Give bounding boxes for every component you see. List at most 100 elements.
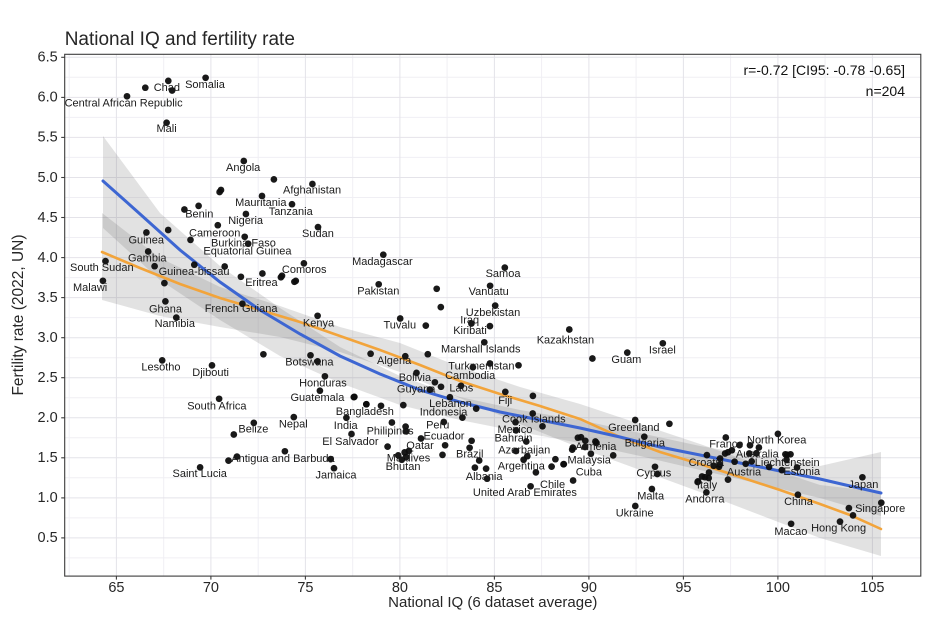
svg-text:Qatar: Qatar [406, 440, 434, 452]
svg-text:Fertility rate (2022, UN): Fertility rate (2022, UN) [10, 234, 27, 395]
svg-text:Australia: Australia [736, 448, 780, 460]
svg-text:1.5: 1.5 [38, 450, 58, 466]
svg-text:Bangladesh: Bangladesh [336, 406, 394, 418]
svg-text:Guinea-bissau: Guinea-bissau [159, 266, 230, 278]
svg-text:Ecuador: Ecuador [424, 431, 465, 443]
svg-text:Mauritania: Mauritania [235, 197, 287, 209]
svg-text:Burkina Faso: Burkina Faso [211, 237, 276, 249]
svg-text:Pakistan: Pakistan [357, 286, 399, 298]
svg-text:Namibia: Namibia [155, 318, 196, 330]
svg-text:Peru: Peru [426, 420, 449, 432]
svg-text:Eritrea: Eritrea [245, 277, 278, 289]
svg-text:United Arab Emirates: United Arab Emirates [473, 487, 577, 499]
svg-text:Italy: Italy [697, 480, 718, 492]
svg-text:Ghana: Ghana [149, 304, 183, 316]
svg-text:Japan: Japan [848, 479, 878, 491]
svg-text:Cambodia: Cambodia [445, 370, 496, 382]
svg-text:Azerbaijan: Azerbaijan [498, 444, 550, 456]
svg-text:Algeria: Algeria [377, 355, 412, 367]
svg-text:Uzbekistan: Uzbekistan [466, 307, 520, 319]
svg-text:5.5: 5.5 [38, 130, 58, 146]
svg-text:Saint Lucia: Saint Lucia [173, 468, 228, 480]
svg-text:Indonesia: Indonesia [420, 407, 469, 419]
svg-text:n=204: n=204 [866, 83, 906, 99]
svg-text:Malta: Malta [637, 490, 665, 502]
svg-text:2.5: 2.5 [38, 370, 58, 386]
svg-text:Malawi: Malawi [73, 282, 107, 294]
svg-text:Guam: Guam [611, 354, 641, 366]
svg-text:Maldives: Maldives [387, 453, 431, 465]
svg-text:Brazil: Brazil [456, 449, 484, 461]
svg-text:90: 90 [581, 580, 597, 596]
svg-text:Fiji: Fiji [498, 395, 512, 407]
svg-text:China: China [784, 496, 814, 508]
svg-text:Tanzania: Tanzania [269, 206, 314, 218]
svg-text:South Africa: South Africa [187, 401, 247, 413]
svg-text:Croatia: Croatia [689, 457, 725, 469]
svg-text:70: 70 [203, 580, 219, 596]
svg-text:4.5: 4.5 [38, 210, 58, 226]
svg-text:Samoa: Samoa [486, 268, 522, 280]
svg-text:0.5: 0.5 [38, 530, 58, 546]
svg-text:Bolivia: Bolivia [399, 372, 432, 384]
svg-text:Botswana: Botswana [285, 356, 334, 368]
svg-text:French Guiana: French Guiana [205, 303, 279, 315]
svg-text:Bulgaria: Bulgaria [625, 438, 666, 450]
svg-text:Nepal: Nepal [279, 419, 308, 431]
svg-text:Guyana: Guyana [397, 383, 436, 395]
svg-text:Turkmenistan: Turkmenistan [448, 361, 514, 373]
svg-text:Jamaica: Jamaica [316, 470, 358, 482]
svg-text:Bhutan: Bhutan [386, 461, 421, 473]
svg-text:Afghanistan: Afghanistan [283, 184, 341, 196]
svg-text:80: 80 [392, 580, 408, 596]
svg-text:105: 105 [860, 580, 884, 596]
svg-text:Lebanon: Lebanon [429, 398, 472, 410]
svg-text:National IQ (6 dataset average: National IQ (6 dataset average) [388, 594, 597, 611]
svg-text:Israel: Israel [649, 344, 676, 356]
svg-text:Central African Republic: Central African Republic [65, 97, 184, 109]
svg-text:Guatemala: Guatemala [291, 392, 346, 404]
svg-text:Armenia: Armenia [575, 441, 617, 453]
svg-text:Greenland: Greenland [608, 422, 659, 434]
svg-text:Djibouti: Djibouti [192, 367, 229, 379]
svg-text:6.0: 6.0 [38, 90, 58, 106]
svg-text:Kiribati: Kiribati [453, 325, 487, 337]
svg-text:Nigeria: Nigeria [228, 215, 264, 227]
svg-text:95: 95 [675, 580, 691, 596]
svg-text:Belize: Belize [238, 424, 268, 436]
svg-text:El Salvador: El Salvador [322, 436, 379, 448]
svg-text:Benin: Benin [185, 209, 213, 221]
svg-text:Madagascar: Madagascar [352, 256, 413, 268]
svg-text:Iraq: Iraq [460, 315, 479, 327]
svg-text:South Sudan: South Sudan [70, 262, 134, 274]
svg-text:100: 100 [766, 580, 790, 596]
svg-text:85: 85 [486, 580, 502, 596]
svg-text:r=-0.72 [CI95: -0.78 -0.65]: r=-0.72 [CI95: -0.78 -0.65] [744, 62, 905, 78]
svg-text:North Korea: North Korea [747, 435, 807, 447]
svg-text:6.5: 6.5 [38, 50, 58, 66]
svg-text:National IQ and fertility rate: National IQ and fertility rate [65, 29, 295, 50]
svg-text:5.0: 5.0 [38, 170, 58, 186]
svg-text:Laos: Laos [449, 383, 473, 395]
svg-text:Liechtenstein: Liechtenstein [755, 457, 820, 469]
svg-text:75: 75 [297, 580, 313, 596]
svg-text:Honduras: Honduras [299, 378, 347, 390]
svg-text:3.5: 3.5 [38, 290, 58, 306]
svg-text:Tuvalu: Tuvalu [384, 320, 417, 332]
svg-text:Cook Islands: Cook Islands [502, 414, 566, 426]
svg-text:Philipines: Philipines [367, 425, 415, 437]
svg-text:Ukraine: Ukraine [616, 507, 654, 519]
svg-text:Chad: Chad [154, 82, 180, 94]
svg-text:Antigua and Barbuda: Antigua and Barbuda [231, 453, 335, 465]
svg-text:Guinea: Guinea [129, 235, 165, 247]
svg-text:65: 65 [108, 580, 124, 596]
svg-text:Albania: Albania [466, 471, 504, 483]
svg-text:3.0: 3.0 [38, 330, 58, 346]
svg-text:Bahrain: Bahrain [495, 432, 533, 444]
svg-text:Equatorial Guinea: Equatorial Guinea [203, 245, 292, 257]
svg-text:Andorra: Andorra [685, 493, 725, 505]
svg-text:Angola: Angola [226, 162, 261, 174]
svg-text:Argentina: Argentina [498, 461, 546, 473]
svg-text:Sudan: Sudan [302, 228, 334, 240]
svg-text:Cameroon: Cameroon [189, 228, 240, 240]
